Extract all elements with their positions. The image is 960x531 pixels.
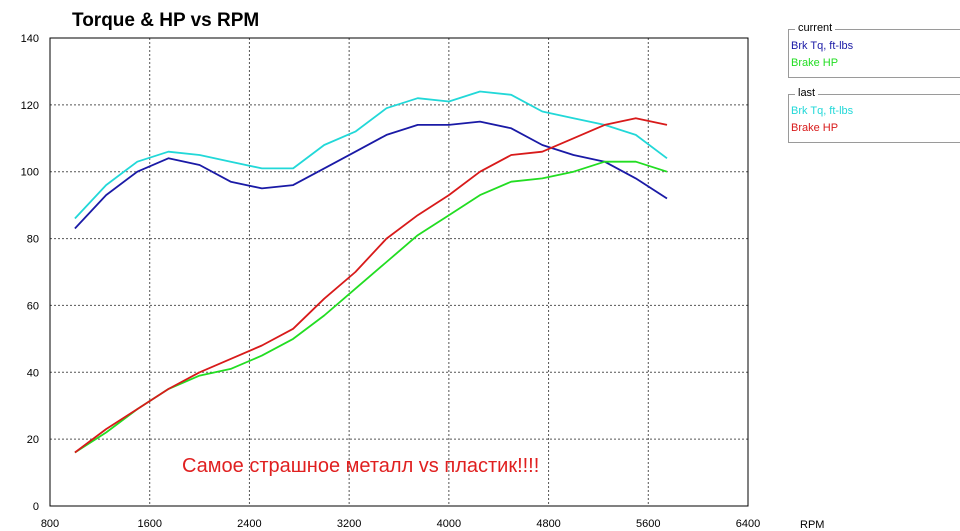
legend-item-hp: Brake HP [791,57,839,69]
legend-last: last Brk Tq, ft-lbs Brake HP [788,87,960,143]
legend-title: current [795,22,836,34]
axis-ticks: 0 20 40 60 80 100 120 140 800 1600 2400 3200 4000 480… [21,33,761,530]
y-tick-label: 80 [27,234,39,246]
y-tick-label: 0 [33,501,39,513]
x-tick-label: 800 [41,518,59,530]
y-tick-label: 20 [27,434,39,446]
legend-item-hp: Brake HP [791,122,839,134]
plot-frame [49,37,749,507]
x-tick-label: 1600 [137,518,161,530]
series-line-last-torque [74,90,668,220]
grid [50,38,748,506]
y-tick-label: 120 [21,100,39,112]
chart-annotation: Самое страшное металл vs пластик!!!! [182,455,539,477]
chart-title: Torque & HP vs RPM [72,10,259,31]
y-tick-label: 40 [27,367,39,379]
y-tick-label: 100 [21,167,39,179]
x-tick-label: 3200 [337,518,361,530]
legend-item-torque: Brk Tq, ft-lbs [791,40,854,52]
x-tick-label: 5600 [636,518,660,530]
legend-item-torque: Brk Tq, ft-lbs [791,105,854,117]
series-line-current-hp [74,160,668,454]
series-lines [74,90,668,454]
series-line-current-torque [74,120,668,230]
y-tick-label: 60 [27,300,39,312]
legend-current: current Brk Tq, ft-lbs Brake HP [788,22,960,78]
x-tick-label: 4800 [536,518,560,530]
x-axis-label: RPM [800,519,824,531]
legend-title: last [795,87,819,99]
x-tick-label: 6400 [736,518,760,530]
x-tick-label: 2400 [237,518,261,530]
x-tick-label: 4000 [437,518,461,530]
series-line-last-hp [74,117,668,454]
y-tick-label: 140 [21,33,39,45]
